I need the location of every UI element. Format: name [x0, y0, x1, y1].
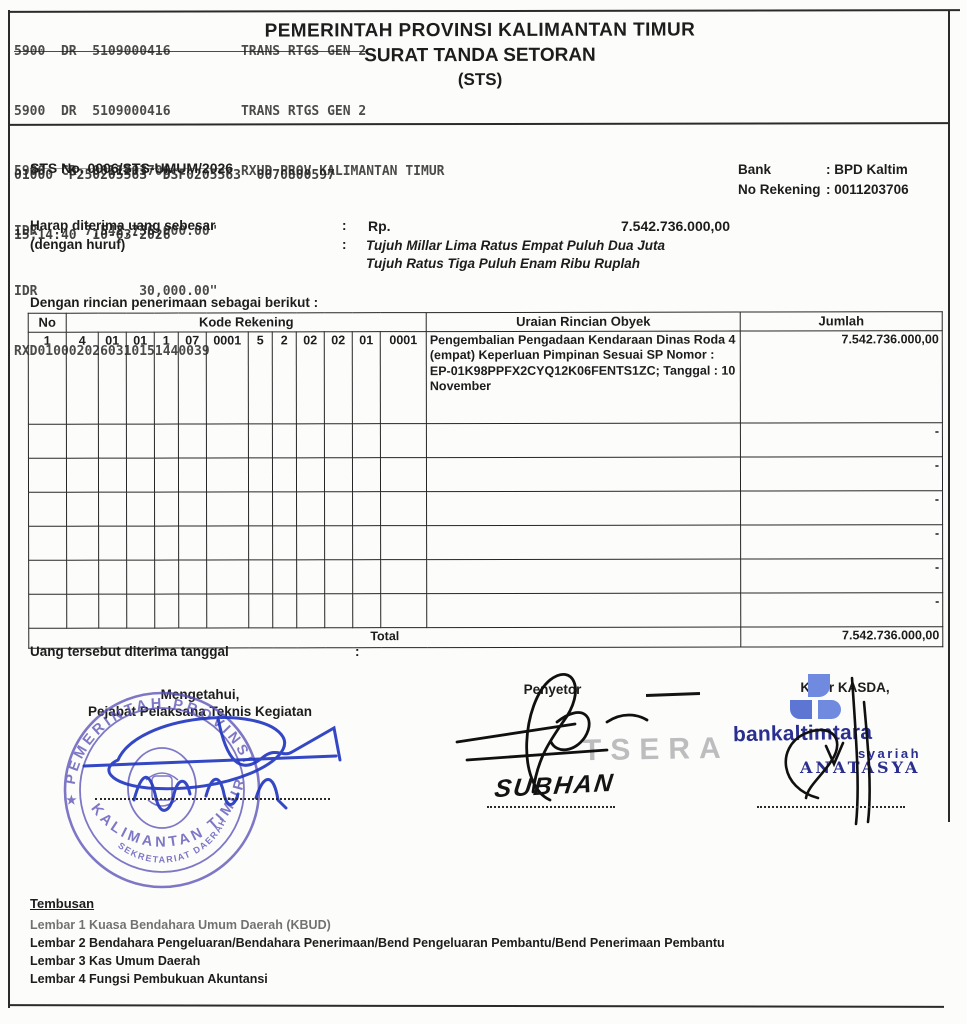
- signatory-left-title: Mengetahui, Pejabat Pelaksana Teknis Keg…: [55, 686, 345, 720]
- sts-number: STS No. 0006/STS-UMUM/2026: [30, 160, 234, 176]
- table-row: -: [28, 456, 943, 493]
- amount-colon-1: :: [342, 218, 347, 233]
- org-name: PEMERINTAH PROVINSI KALIMANTAN TIMUR: [264, 19, 696, 42]
- table-intro: Dengan rincian penerimaan sebagai beriku…: [30, 295, 319, 310]
- cell-kode: 5: [248, 331, 273, 424]
- table-row: -: [28, 490, 943, 527]
- cell-kode: 01: [126, 332, 155, 425]
- form-border-left: [8, 10, 10, 1008]
- cell-kode: 4: [66, 332, 99, 425]
- currency-label: Rp.: [368, 218, 391, 234]
- official-round-stamp: PEMERINTAH PROVINSI KALIMANTAN TIMUR SEK…: [63, 691, 261, 889]
- cell-kode: 07: [178, 331, 207, 425]
- cell-kode: 2: [272, 331, 297, 424]
- cell-jumlah: -: [740, 524, 943, 560]
- cell-kode: 1: [154, 332, 179, 425]
- bank-print-line: 5900 DR 5109000416 TRANS RTGS GEN 2: [14, 44, 367, 59]
- signature-line-left: [95, 798, 330, 800]
- amount-label: Harap diterima uang sebesar: [30, 218, 216, 233]
- table-row: -: [28, 524, 943, 561]
- tembusan-item: Lembar 3 Kas Umum Daerah: [30, 954, 201, 968]
- tembusan-item: Lembar 2 Bendahara Pengeluaran/Bendahara…: [30, 936, 725, 950]
- received-date-label: Uang tersebut diterima tanggal: [30, 644, 229, 659]
- cell-jumlah: -: [740, 490, 943, 526]
- cell-kode: 01: [98, 332, 127, 425]
- document-title: SURAT TANDA SETORAN: [364, 44, 596, 67]
- amount-colon-2: :: [342, 237, 347, 252]
- stamp-star: ★: [66, 793, 80, 807]
- table-row: -: [28, 558, 943, 595]
- signature-line-right: [757, 806, 905, 808]
- document-subtitle: (STS): [457, 69, 503, 90]
- bank-print-line: RXD0100020260310151440039: [14, 344, 210, 359]
- received-date-colon: :: [355, 644, 360, 659]
- cell-no: 1: [28, 332, 67, 425]
- cell-kode: 02: [324, 331, 353, 424]
- cell-jumlah: 7.542.736.000,00: [740, 330, 943, 424]
- cell-jumlah: -: [740, 592, 943, 628]
- tembusan-block: Tembusan Lembar 1 Kuasa Bendahara Umum D…: [30, 896, 725, 988]
- tembusan-title: Tembusan: [30, 896, 95, 911]
- cell-kode: 02: [296, 331, 325, 424]
- rekening-value: : 0011203706: [826, 182, 909, 197]
- bank-label: Bank: [738, 162, 772, 177]
- table-row: 1 4 01 01 1 07 0001 5 2 02 02 01 0001 Pe…: [28, 330, 943, 425]
- table-row: -: [28, 422, 943, 459]
- col-header-uraian: Uraian Rincian Obyek: [426, 312, 741, 332]
- detail-table: No Kode Rekening Uraian Rincian Obyek Ju…: [28, 311, 944, 649]
- bank-validation-print-2: 01000 P250205563 DSF0205563 0070800597 1…: [14, 126, 335, 266]
- mengetahui-label: Mengetahui,: [160, 687, 240, 702]
- cell-kode: 0001: [380, 331, 427, 424]
- amount-value: 7.542.736.000,00: [621, 218, 730, 234]
- bank-print-line: 5900 DR 5109000416 TRANS RTGS GEN 2: [14, 104, 367, 119]
- col-header-no: No: [28, 313, 67, 333]
- bank-logo-shape: [818, 700, 841, 719]
- amount-in-words-1: Tujuh Millar Lima Ratus Empat Puluh Dua …: [366, 238, 666, 253]
- table-row: -: [28, 592, 943, 629]
- cell-jumlah: -: [740, 456, 943, 492]
- cell-kode: 0001: [206, 331, 249, 424]
- bank-logo-shape: [790, 700, 812, 719]
- tembusan-item: Lembar 1 Kuasa Bendahara Umum Daerah (KB…: [30, 918, 331, 932]
- form-border-right: [948, 10, 950, 822]
- pejabat-label: Pejabat Pelaksana Teknis Kegiatan: [87, 704, 313, 719]
- amount-in-words-2: Tujuh Ratus Tiga Puluh Enam Ribu Ruplah: [366, 256, 641, 271]
- rekening-label: No Rekening: [738, 182, 821, 197]
- col-header-jumlah: Jumlah: [740, 311, 943, 332]
- bank-print-line: IDR 30,000.00": [14, 284, 218, 299]
- bank-info: Bank : BPD Kaltim No Rekening : 00112037…: [738, 160, 909, 200]
- total-value: 7.542.736.000,00: [740, 626, 943, 648]
- cell-kode: 01: [352, 331, 381, 424]
- document-header: PEMERINTAH PROVINSI KALIMANTAN TIMUR SUR…: [150, 19, 810, 91]
- cell-uraian: Pengembalian Pengadaan Kendaraan Dinas R…: [426, 331, 741, 424]
- bank-print-line: 5900 CR 0011203706 RXUD PROV KALIMANTAN …: [14, 164, 445, 179]
- signature-right-ink: [784, 676, 871, 826]
- bank-print-line: 01000 P250205563 DSF0205563 0070800597: [14, 168, 335, 183]
- amount-words-label: (dengan huruf): [30, 237, 126, 252]
- signature-line-middle: [487, 806, 615, 808]
- signature-left-ink: [82, 716, 342, 812]
- tembusan-item: Lembar 4 Fungsi Pembukuan Akuntansi: [30, 972, 268, 986]
- cell-jumlah: -: [740, 422, 943, 458]
- table-header-row: No Kode Rekening Uraian Rincian Obyek Ju…: [28, 311, 943, 333]
- bank-print-line: IDR 7,542,736,000.00": [14, 224, 218, 239]
- bank-print-line: 15:14:40 10-03-2026: [14, 228, 171, 243]
- bank-logo-shape: [808, 674, 830, 697]
- bank-value: : BPD Kaltim: [826, 162, 908, 177]
- form-border-bottom: [7, 1004, 945, 1008]
- bank-logo-syariah: syariah: [858, 746, 922, 761]
- col-header-kode: Kode Rekening: [66, 312, 427, 333]
- signature-middle-ink: [455, 673, 649, 802]
- cell-jumlah: -: [740, 558, 943, 594]
- bank-validation-print: 5900 DR 5109000416 TRANS RTGS GEN 2 5900…: [14, 2, 444, 382]
